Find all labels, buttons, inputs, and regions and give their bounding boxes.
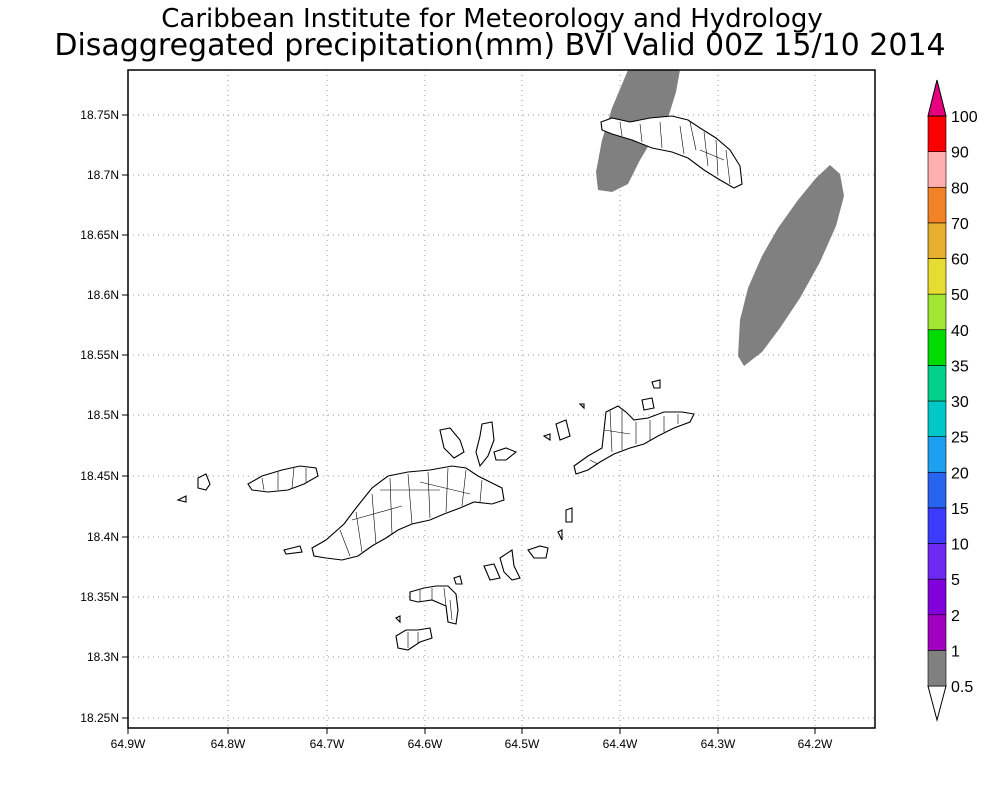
colorbar-swatch — [927, 650, 947, 687]
colorbar-label: 15 — [951, 501, 969, 518]
longitude-axis: 64.9W 64.8W 64.7W 64.6W 64.5W 64.4W 64.3W 64.2W — [111, 728, 833, 751]
product-title: Disaggregated precipitation(mm) BVI Vali… — [54, 28, 945, 63]
colorbar-label: 100 — [951, 109, 978, 126]
lon-tick-label: 64.9W — [111, 737, 146, 751]
colorbar-label: 60 — [951, 252, 969, 269]
colorbar-label: 0.5 — [951, 679, 973, 696]
precip-area-east — [738, 165, 844, 366]
colorbar-label: 2 — [951, 608, 960, 625]
island-cay-west-2 — [176, 495, 187, 503]
island-great-camanoe — [439, 427, 465, 459]
colorbar-label: 80 — [951, 180, 969, 197]
island-cay-west-1 — [197, 473, 211, 491]
island-cay-chain-2 — [557, 529, 563, 541]
lat-tick-label: 18.45N — [80, 469, 119, 483]
lon-tick-label: 64.7W — [310, 737, 345, 751]
island-peter-cells — [407, 587, 453, 648]
lon-tick-label: 64.8W — [211, 737, 246, 751]
colorbar-swatch — [927, 436, 947, 473]
island-cay-west-3 — [283, 545, 303, 555]
lat-tick-label: 18.4N — [87, 530, 119, 544]
colorbar-swatch — [927, 578, 947, 616]
colorbar-label: 50 — [951, 287, 969, 304]
island-islet-vg-4 — [542, 433, 551, 442]
islands — [176, 115, 743, 651]
colorbar-swatch — [927, 258, 947, 295]
colorbar-label: 20 — [951, 465, 969, 482]
colorbar-swatch — [927, 222, 947, 259]
plot-frame — [127, 69, 876, 729]
colorbar-swatch — [927, 293, 947, 331]
colorbar-swatch — [927, 186, 947, 224]
colorbar-over-triangle — [927, 79, 947, 117]
island-tortola-cells — [339, 467, 483, 557]
lat-tick-label: 18.55N — [80, 348, 119, 362]
lat-tick-label: 18.7N — [87, 168, 119, 182]
colorbar-label: 10 — [951, 537, 969, 554]
map-plot-area — [127, 69, 876, 729]
lat-tick-label: 18.5N — [87, 408, 119, 422]
island-anegada — [600, 115, 743, 189]
colorbar-swatch — [927, 115, 947, 152]
colorbar-swatch — [927, 471, 947, 509]
colorbar-swatch — [927, 365, 947, 402]
colorbar-swatch — [927, 543, 947, 580]
island-tortola — [311, 465, 505, 561]
colorbar-label: 1 — [951, 643, 960, 660]
lat-tick-label: 18.75N — [80, 108, 119, 122]
island-vg-cells — [589, 409, 679, 465]
island-peter — [409, 585, 459, 625]
colorbar-label: 30 — [951, 394, 969, 411]
lon-tick-label: 64.3W — [701, 737, 736, 751]
island-norman — [395, 627, 433, 651]
colorbar-label: 5 — [951, 572, 960, 589]
lon-tick-label: 64.6W — [408, 737, 443, 751]
colorbar-label: 40 — [951, 323, 969, 340]
island-scrub — [475, 421, 495, 468]
island-islet-south-2 — [395, 615, 401, 624]
colorbar-label: 25 — [951, 430, 969, 447]
island-cay-chain-3 — [527, 545, 549, 559]
lon-tick-label: 64.2W — [798, 737, 833, 751]
island-ginger — [483, 563, 501, 581]
island-guana — [493, 447, 518, 461]
lat-tick-label: 18.3N — [87, 650, 119, 664]
colorbar-label: 35 — [951, 358, 969, 375]
plot-background — [128, 70, 875, 728]
island-cay-chain-1 — [565, 507, 573, 523]
lat-tick-label: 18.25N — [80, 711, 119, 725]
colorbar-label: 70 — [951, 216, 969, 233]
island-cooper — [499, 549, 521, 581]
colorbar-swatch — [927, 614, 947, 651]
island-islet-vg-3 — [555, 419, 571, 441]
colorbar-swatch — [927, 329, 947, 366]
island-jost-van-dyke — [247, 465, 319, 493]
lat-tick-label: 18.65N — [80, 228, 119, 242]
island-islet-vg-1 — [651, 379, 661, 389]
lon-tick-label: 64.5W — [505, 737, 540, 751]
island-islet-vg-5 — [578, 403, 585, 410]
latitude-axis: 18.75N 18.7N 18.65N 18.6N 18.55N 18.5N 18.45N 1… — [80, 108, 128, 725]
colorbar-swatch — [927, 151, 947, 188]
lat-tick-label: 18.35N — [80, 590, 119, 604]
island-anegada-cells — [619, 121, 731, 185]
colorbar-swatch — [927, 507, 947, 544]
island-jvd-cells — [261, 467, 307, 491]
colorbar-under-triangle — [927, 685, 947, 722]
lon-tick-label: 64.4W — [603, 737, 638, 751]
island-islet-vg-2 — [641, 397, 655, 411]
colorbar-label: 90 — [951, 145, 969, 162]
lat-tick-label: 18.6N — [87, 288, 119, 302]
colorbar-swatch — [927, 400, 947, 437]
institute-title: Caribbean Institute for Meteorology and … — [161, 4, 822, 34]
island-islet-south-1 — [453, 575, 463, 585]
